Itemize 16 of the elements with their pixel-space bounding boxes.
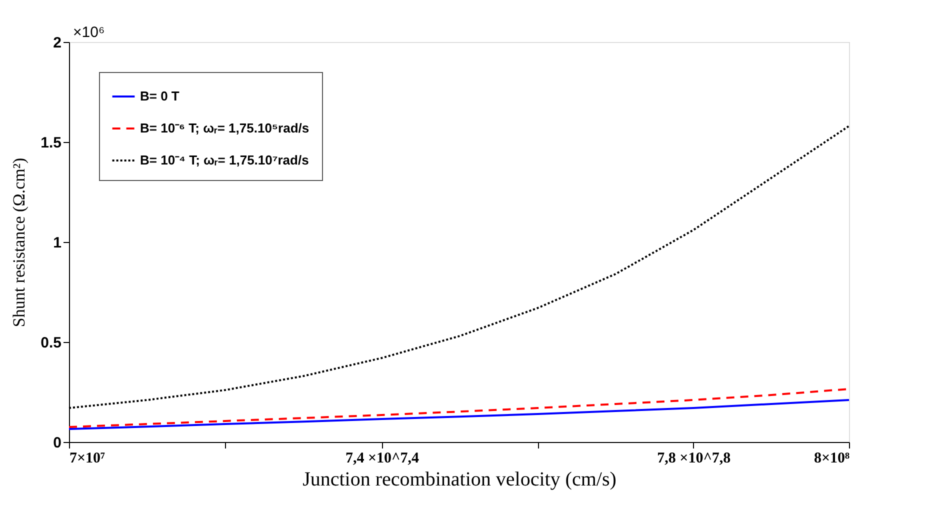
x-tick-label: 7,8 ×10^7,8 xyxy=(657,450,731,466)
y-tick-label: 0 xyxy=(53,434,62,452)
x-tick-label: 7,4 ×10^7,4 xyxy=(345,450,420,466)
text: ×10⁶ xyxy=(73,24,105,41)
legend-label: B= 10⁻⁶ T; ωᵣ= 1,75.10⁵rad/s xyxy=(140,120,310,136)
x-axis-title: Junction recombination velocity (cm/s) xyxy=(302,468,616,490)
x-tick-label: 8×10⁸ xyxy=(814,450,850,466)
y-tick-label: 2 xyxy=(53,34,62,52)
legend-label: B= 0 T xyxy=(140,88,180,104)
y-axis-title: Shunt resistance (Ω.cm²) xyxy=(10,158,29,328)
y-tick-label: 0.5 xyxy=(40,334,62,352)
legend-label: B= 10⁻⁴ T; ωᵣ= 1,75.10⁷rad/s xyxy=(140,152,309,168)
y-tick-label: 1 xyxy=(53,234,62,252)
y-tick-label: 1.5 xyxy=(40,134,62,152)
x-tick-label: 7×10⁷ xyxy=(70,450,106,466)
line-series xyxy=(68,399,850,430)
